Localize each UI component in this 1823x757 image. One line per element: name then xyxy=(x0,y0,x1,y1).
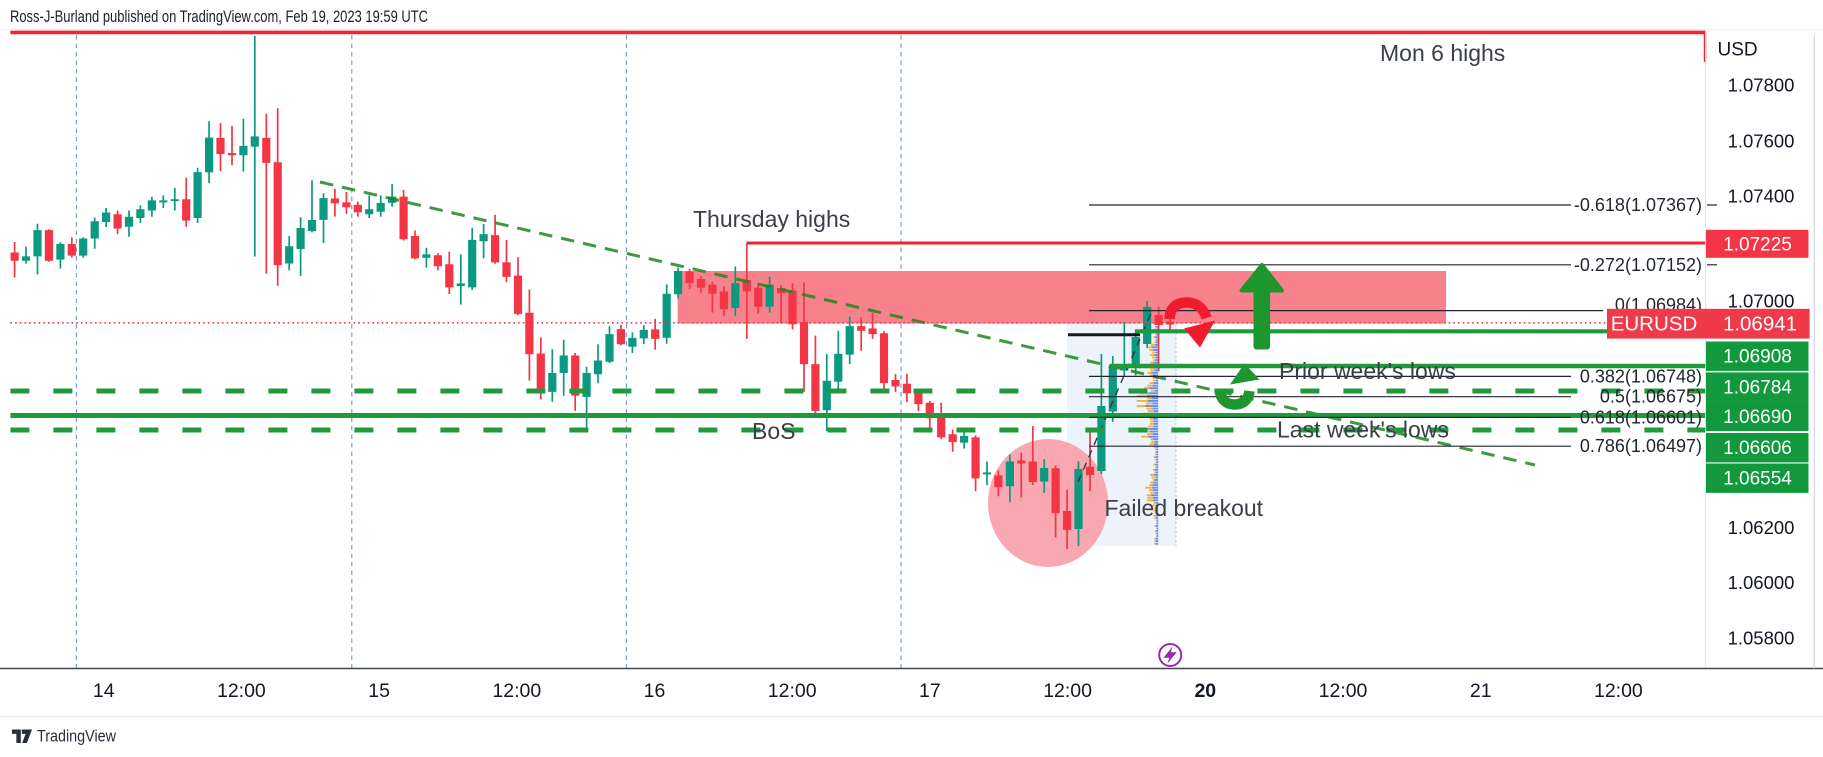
svg-text:Thursday highs: Thursday highs xyxy=(693,206,850,232)
svg-text:Last week's lows: Last week's lows xyxy=(1277,417,1449,443)
svg-text:12:00: 12:00 xyxy=(492,680,541,702)
svg-text:1.06000: 1.06000 xyxy=(1728,572,1795,593)
svg-text:1.07600: 1.07600 xyxy=(1728,130,1795,151)
svg-text:TradingView: TradingView xyxy=(37,728,116,746)
svg-text:0.618(1.06601): 0.618(1.06601) xyxy=(1580,407,1702,427)
svg-text:20: 20 xyxy=(1194,680,1216,702)
svg-text:14: 14 xyxy=(93,680,115,702)
svg-text:1.07800: 1.07800 xyxy=(1728,75,1795,96)
svg-text:0.5(1.06675): 0.5(1.06675) xyxy=(1600,387,1702,407)
svg-text:-0.618(1.07367): -0.618(1.07367) xyxy=(1574,195,1702,215)
svg-text:12:00: 12:00 xyxy=(217,680,266,702)
svg-text:Mon 6 highs: Mon 6 highs xyxy=(1380,40,1505,66)
svg-text:BoS: BoS xyxy=(752,418,795,444)
svg-text:1.06200: 1.06200 xyxy=(1728,517,1795,538)
svg-text:12:00: 12:00 xyxy=(768,680,817,702)
svg-text:USD: USD xyxy=(1718,40,1758,61)
svg-text:12:00: 12:00 xyxy=(1594,680,1643,702)
svg-text:17: 17 xyxy=(919,680,941,702)
svg-text:Prior week's lows: Prior week's lows xyxy=(1279,358,1456,384)
svg-text:12:00: 12:00 xyxy=(1319,680,1368,702)
svg-text:16: 16 xyxy=(644,680,666,702)
svg-text:1.06784: 1.06784 xyxy=(1723,378,1792,399)
svg-text:1.06606: 1.06606 xyxy=(1723,438,1792,459)
svg-text:Ross-J-Burland published on Tr: Ross-J-Burland published on TradingView.… xyxy=(10,8,428,26)
svg-text:1.06908: 1.06908 xyxy=(1723,347,1792,368)
svg-text:1.07400: 1.07400 xyxy=(1728,186,1795,207)
svg-text:12:00: 12:00 xyxy=(1043,680,1092,702)
svg-text:1.06941: 1.06941 xyxy=(1723,313,1797,336)
svg-text:1.07225: 1.07225 xyxy=(1723,234,1792,255)
svg-text:Failed breakout: Failed breakout xyxy=(1105,495,1264,521)
svg-text:21: 21 xyxy=(1470,680,1492,702)
svg-text:EURUSD: EURUSD xyxy=(1611,313,1698,336)
svg-text:0.382(1.06748): 0.382(1.06748) xyxy=(1580,366,1702,386)
svg-text:0.786(1.06497): 0.786(1.06497) xyxy=(1580,436,1702,456)
svg-text:1.06554: 1.06554 xyxy=(1723,469,1792,490)
svg-text:-0.272(1.07152): -0.272(1.07152) xyxy=(1574,255,1702,275)
svg-text:15: 15 xyxy=(368,680,390,702)
svg-text:1.05800: 1.05800 xyxy=(1728,628,1795,649)
svg-text:1.07000: 1.07000 xyxy=(1728,291,1795,312)
svg-text:1.06690: 1.06690 xyxy=(1723,407,1792,428)
